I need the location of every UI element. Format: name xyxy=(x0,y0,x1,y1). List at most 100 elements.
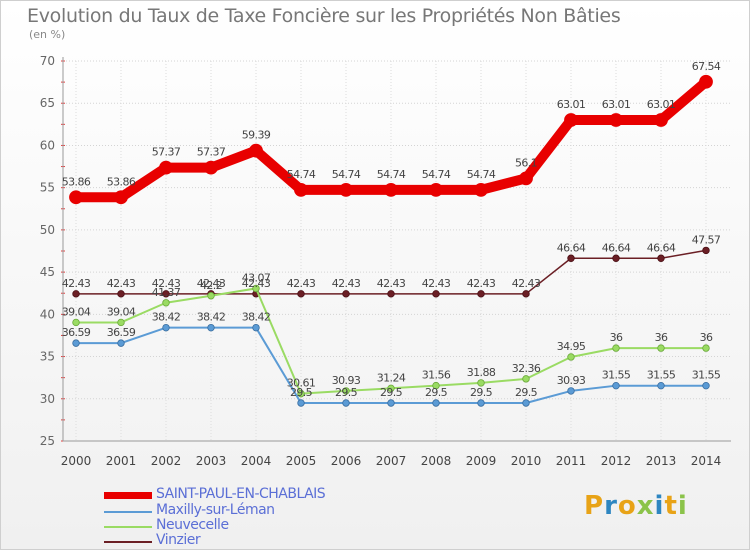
data-point-neuvecelle xyxy=(387,384,395,393)
data-point-neuvecelle xyxy=(117,318,125,327)
data-label-saint-paul: 56.1 xyxy=(515,156,537,169)
data-label-saint-paul: 57.37 xyxy=(197,146,226,159)
legend-swatch xyxy=(104,492,152,499)
data-label-vinzier: 46.64 xyxy=(647,241,676,254)
data-point-maxilly xyxy=(72,339,80,347)
data-point-vinzier xyxy=(162,290,170,298)
data-label-vinzier: 42.43 xyxy=(197,277,226,290)
data-point-neuvecelle xyxy=(612,344,620,352)
x-tick-label: 2011 xyxy=(556,454,587,468)
data-point-neuvecelle xyxy=(567,353,575,361)
y-axis-unit-label: (en %) xyxy=(29,28,66,41)
data-label-vinzier: 42.43 xyxy=(467,277,496,290)
data-label-neuvecelle: 39.04 xyxy=(62,305,91,318)
data-point-vinzier xyxy=(432,290,440,298)
x-tick-label: 2014 xyxy=(691,454,722,468)
data-label-saint-paul: 54.74 xyxy=(377,168,406,181)
data-label-saint-paul: 63.01 xyxy=(647,98,676,111)
data-point-neuvecelle xyxy=(72,318,80,327)
data-point-vinzier xyxy=(297,290,305,298)
data-point-maxilly xyxy=(207,323,215,332)
data-label-maxilly: 31.55 xyxy=(647,369,676,382)
data-label-neuvecelle: 41.37 xyxy=(152,286,181,299)
data-label-vinzier: 42.43 xyxy=(152,277,181,290)
data-label-saint-paul: 63.01 xyxy=(557,98,586,111)
data-point-saint-paul xyxy=(384,182,398,197)
data-label-neuvecelle: 31.24 xyxy=(377,371,406,384)
data-label-maxilly: 29.5 xyxy=(380,386,403,399)
data-label-maxilly: 29.5 xyxy=(290,386,313,399)
data-point-saint-paul xyxy=(159,160,173,175)
legend-label: SAINT-PAUL-EN-CHABLAIS xyxy=(156,486,326,502)
data-point-neuvecelle xyxy=(342,387,350,395)
data-point-maxilly xyxy=(657,381,665,390)
data-label-saint-paul: 53.86 xyxy=(107,175,136,188)
legend-label: Maxilly-sur-Léman xyxy=(156,502,275,518)
data-label-vinzier: 42.43 xyxy=(332,277,361,290)
x-tick-label: 2004 xyxy=(241,454,272,468)
data-point-vinzier xyxy=(657,254,665,262)
data-label-vinzier: 42.43 xyxy=(512,277,541,290)
data-label-maxilly: 29.5 xyxy=(425,386,448,399)
data-point-saint-paul xyxy=(429,182,443,197)
data-label-vinzier: 46.64 xyxy=(602,241,631,254)
y-tick-label: 65 xyxy=(40,96,55,110)
data-point-vinzier xyxy=(387,290,395,298)
logo-letter: r xyxy=(604,491,618,521)
data-label-vinzier: 42.43 xyxy=(242,277,271,290)
data-label-maxilly: 31.55 xyxy=(692,369,721,382)
y-tick-label: 40 xyxy=(40,307,55,321)
data-point-neuvecelle xyxy=(432,381,440,390)
data-label-neuvecelle: 30.61 xyxy=(287,377,316,390)
data-label-maxilly: 38.42 xyxy=(242,311,271,324)
data-label-saint-paul: 57.37 xyxy=(152,146,181,159)
data-point-saint-paul xyxy=(474,182,488,197)
y-tick-label: 60 xyxy=(40,138,55,152)
x-tick-label: 2012 xyxy=(601,454,632,468)
data-label-neuvecelle: 30.93 xyxy=(332,374,361,387)
data-label-maxilly: 38.42 xyxy=(152,311,181,324)
logo-letter: x xyxy=(636,491,655,521)
data-point-vinzier xyxy=(72,290,80,298)
data-label-neuvecelle: 32.36 xyxy=(512,362,541,375)
data-label-saint-paul: 54.74 xyxy=(332,168,361,181)
logo-letter: t xyxy=(664,491,678,521)
x-tick-label: 2001 xyxy=(106,454,137,468)
data-label-maxilly: 29.5 xyxy=(515,386,538,399)
data-label-saint-paul: 59.39 xyxy=(242,129,271,142)
data-point-maxilly xyxy=(432,399,440,407)
data-label-vinzier: 46.64 xyxy=(557,241,586,254)
data-point-vinzier xyxy=(342,290,350,298)
data-point-maxilly xyxy=(522,399,530,407)
chart-title: Evolution du Taux de Taxe Foncière sur l… xyxy=(27,5,621,27)
data-label-neuvecelle: 36 xyxy=(610,331,623,344)
data-label-saint-paul: 54.74 xyxy=(287,168,316,181)
x-tick-label: 2013 xyxy=(646,454,677,468)
data-point-maxilly xyxy=(117,339,125,347)
data-point-maxilly xyxy=(387,399,395,407)
data-point-vinzier xyxy=(702,246,710,255)
data-point-maxilly xyxy=(162,323,170,332)
data-label-vinzier: 42.43 xyxy=(62,277,91,290)
data-point-vinzier xyxy=(477,290,485,298)
data-label-neuvecelle: 36 xyxy=(655,331,668,344)
x-tick-label: 2009 xyxy=(466,454,497,468)
data-point-vinzier xyxy=(567,254,575,262)
data-label-vinzier: 42.43 xyxy=(377,277,406,290)
logo-letter: o xyxy=(617,491,637,521)
data-label-maxilly: 29.5 xyxy=(470,386,493,399)
data-label-saint-paul: 53.86 xyxy=(62,175,91,188)
data-point-saint-paul xyxy=(114,190,128,205)
x-tick-label: 2010 xyxy=(511,454,542,468)
data-label-neuvecelle: 39.04 xyxy=(107,305,136,318)
data-point-vinzier xyxy=(612,254,620,262)
logo-letter: P xyxy=(584,491,605,521)
legend-label: Vinzier xyxy=(156,532,201,548)
x-tick-label: 2005 xyxy=(286,454,317,468)
legend-swatch xyxy=(104,511,152,513)
data-point-neuvecelle xyxy=(657,344,665,352)
data-point-saint-paul xyxy=(204,160,218,175)
data-point-vinzier xyxy=(117,290,125,298)
data-label-saint-paul: 63.01 xyxy=(602,98,631,111)
data-point-neuvecelle xyxy=(162,299,170,307)
